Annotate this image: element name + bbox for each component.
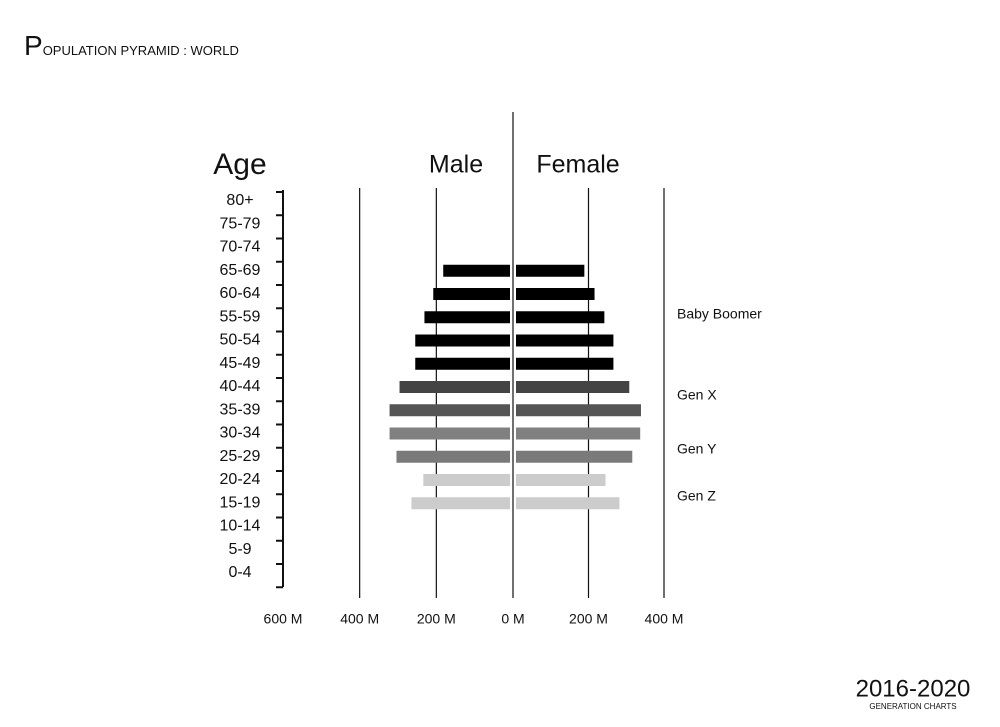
x-tick-label: 600 M (264, 611, 303, 627)
y-tick-label: 45-49 (220, 355, 261, 372)
y-tick-label: 70-74 (220, 239, 261, 256)
female-bar (516, 381, 630, 393)
female-bar (516, 288, 595, 300)
annotation: Gen X (677, 387, 717, 403)
female-bar (516, 497, 620, 510)
y-tick-label: 40-44 (220, 378, 261, 395)
legend-male: Male (429, 151, 483, 179)
male-bar (433, 288, 510, 300)
female-bar (516, 311, 605, 324)
annotation: Gen Y (677, 441, 717, 457)
female-bar (516, 357, 614, 370)
male-bar (415, 334, 510, 347)
male-bar (396, 450, 510, 463)
y-tick-label: 25-29 (220, 448, 261, 465)
y-tick-label: 0-4 (228, 564, 251, 581)
y-tick-label: 50-54 (220, 332, 261, 349)
y-tick-label: 30-34 (220, 425, 261, 442)
y-tick-label: 10-14 (220, 518, 261, 535)
male-bar (389, 427, 510, 440)
x2-tick-label: 200 M (569, 611, 608, 627)
legend-female: Female (536, 151, 619, 179)
male-bar (389, 404, 510, 417)
y-tick-label: 80+ (226, 192, 253, 209)
x-tick-label: 0 M (501, 611, 524, 627)
male-bar (423, 474, 510, 486)
female-bar (516, 474, 606, 486)
chart-title: POPULATION PYRAMID : WORLD (24, 30, 239, 61)
y-tick-label: 60-64 (220, 285, 261, 302)
male-bar (411, 497, 510, 510)
period: 2016-2020 (856, 675, 971, 702)
y-axis-title: Age (213, 148, 266, 181)
x-tick-label: 400 M (340, 611, 379, 627)
male-bar (443, 264, 510, 277)
male-bar (399, 381, 510, 393)
male-bar (424, 311, 510, 324)
y-tick-label: 65-69 (220, 262, 261, 279)
female-bar (516, 450, 633, 463)
female-bar (516, 427, 641, 440)
female-bar (516, 334, 614, 347)
male-bar (415, 357, 510, 370)
y-tick-label: 55-59 (220, 308, 261, 325)
y-tick-label: 5-9 (228, 541, 251, 558)
female-bar (516, 404, 641, 417)
y-tick-label: 35-39 (220, 401, 261, 418)
footer: GENERATION CHARTS (869, 702, 956, 711)
annotation: Gen Z (677, 488, 716, 504)
y-tick-label: 75-79 (220, 215, 261, 232)
x2-tick-label: 400 M (645, 611, 684, 627)
y-tick-label: 20-24 (220, 471, 261, 488)
x-tick-label: 200 M (417, 611, 456, 627)
annotation: Baby Boomer (677, 306, 762, 322)
female-bar (516, 264, 585, 277)
y-tick-label: 15-19 (220, 494, 261, 511)
